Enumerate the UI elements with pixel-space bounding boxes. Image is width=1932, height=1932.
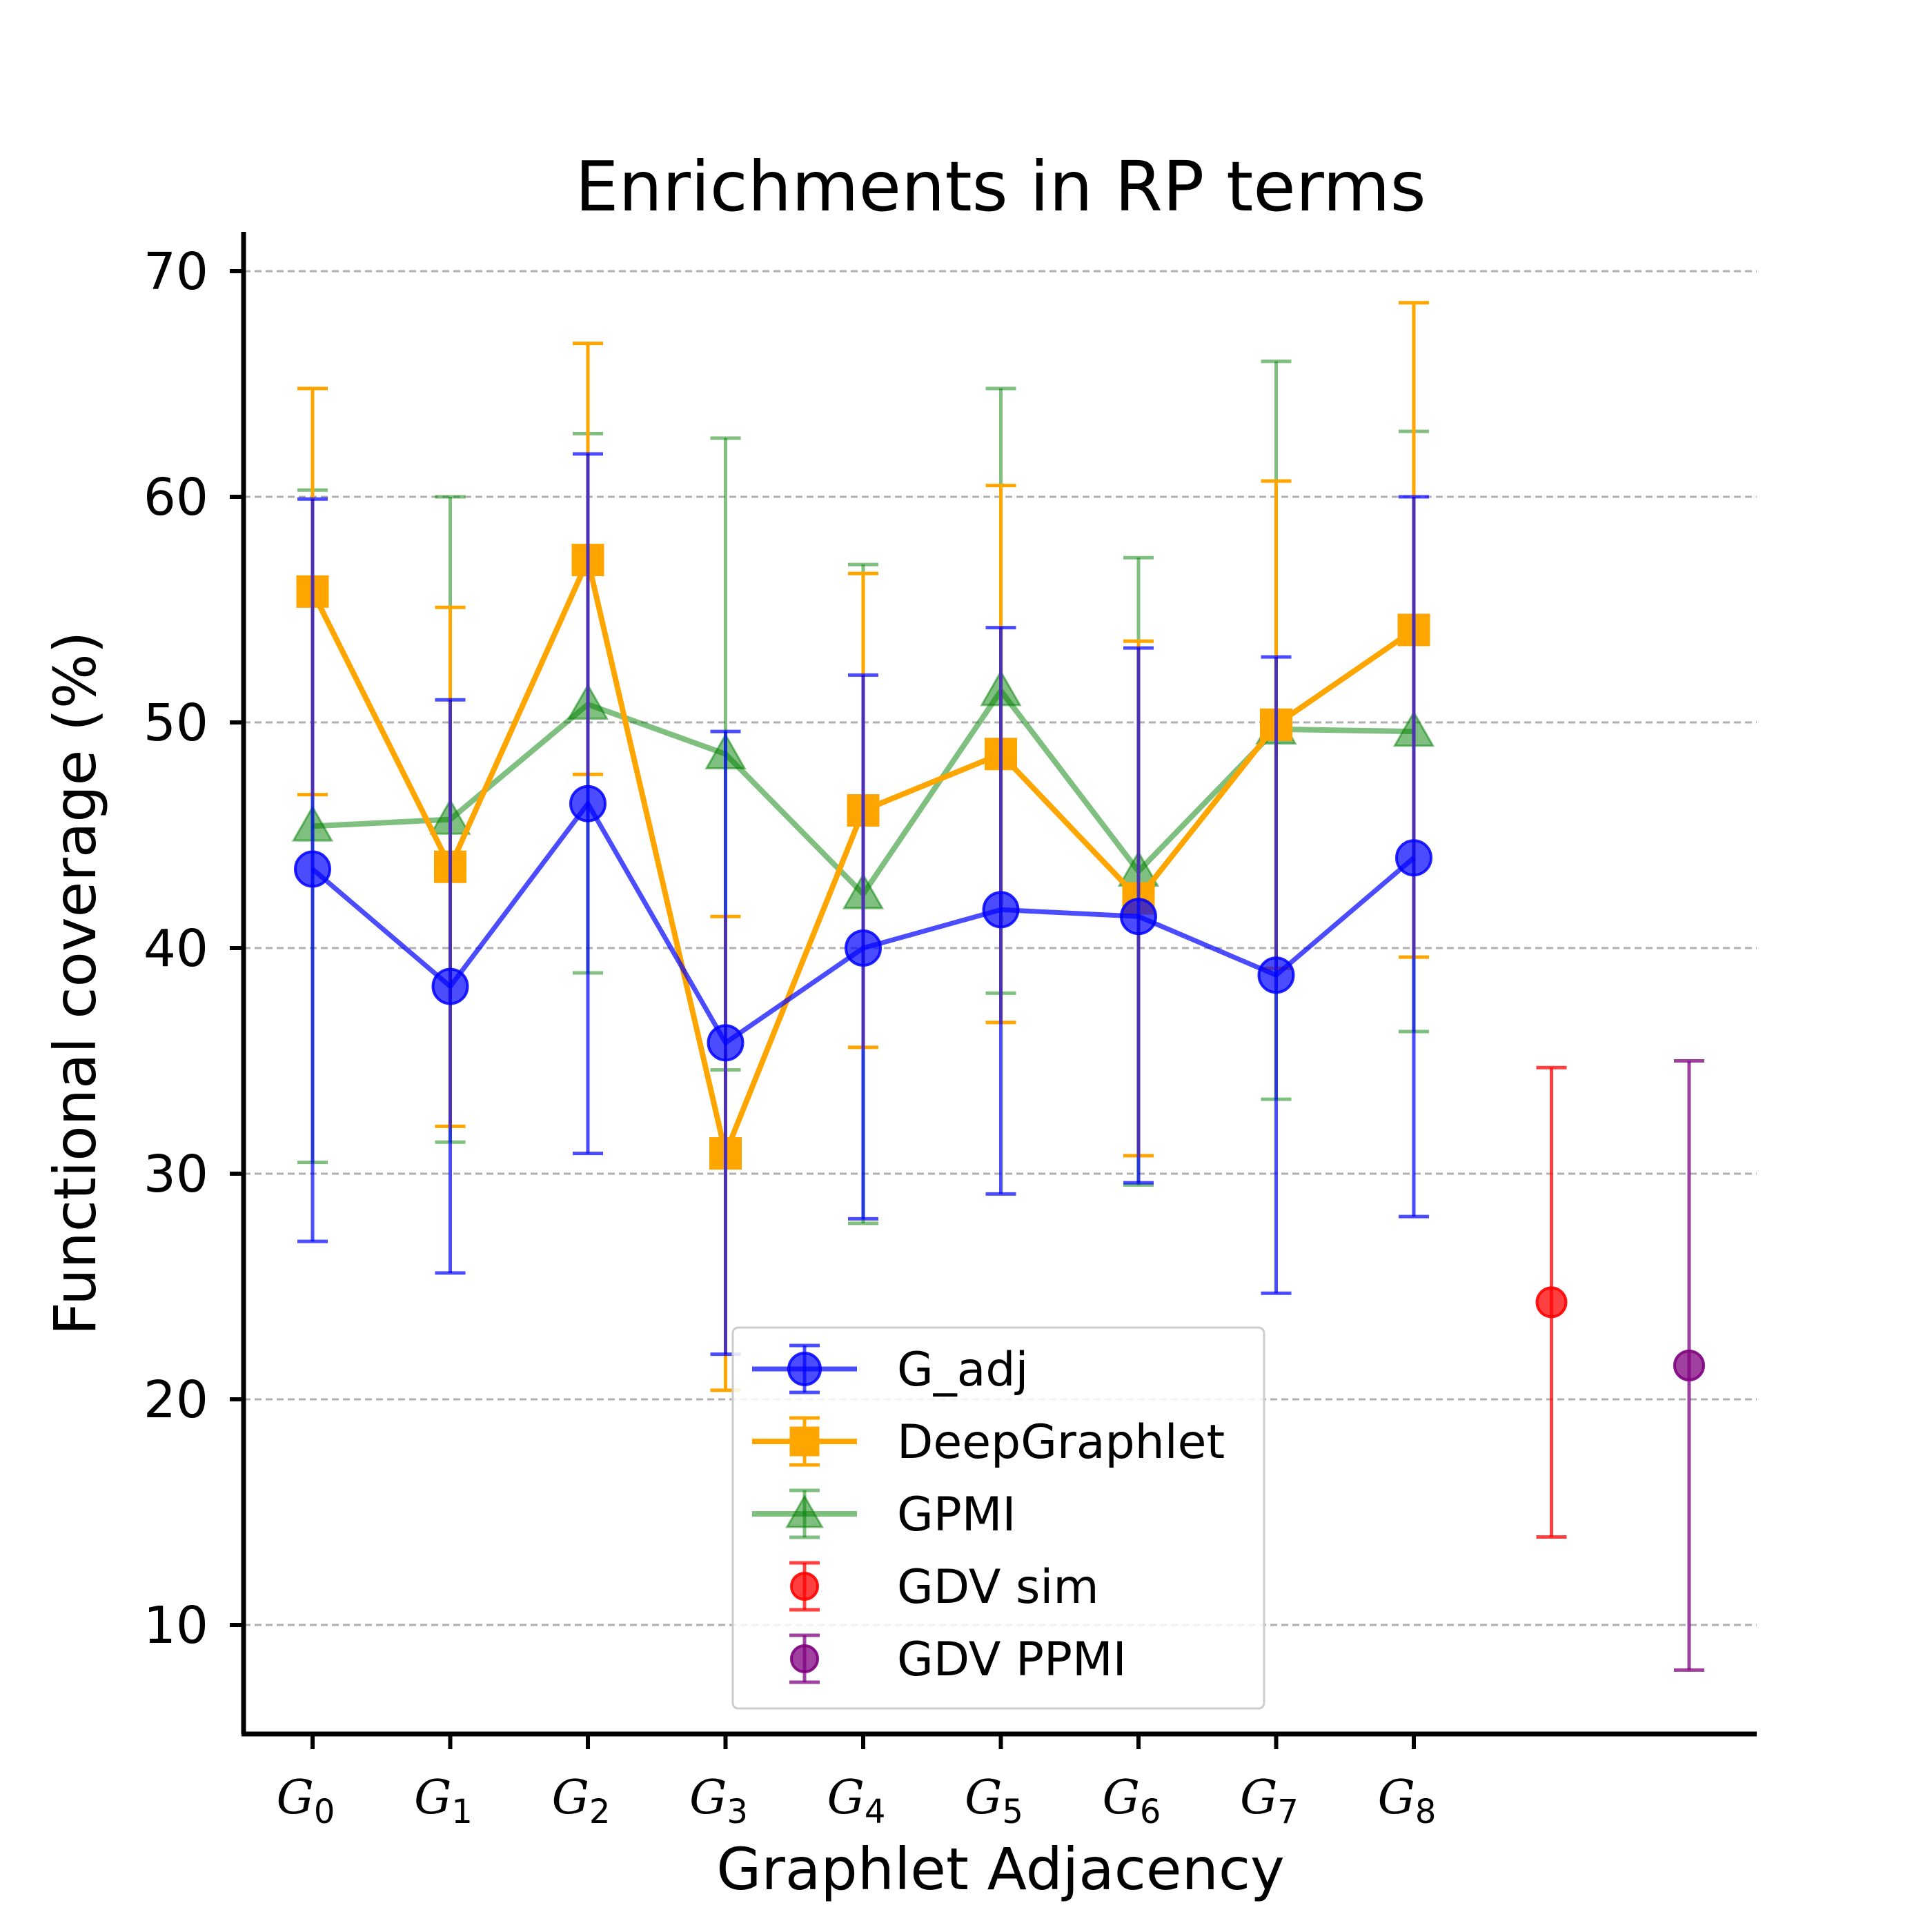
legend-label: GDV PPMI bbox=[897, 1633, 1127, 1687]
data-point bbox=[1257, 956, 1295, 994]
legend-label: G_adj bbox=[897, 1343, 1028, 1397]
data-point bbox=[1535, 1286, 1568, 1319]
legend-item: GDV sim bbox=[789, 1560, 1099, 1615]
y-tick-label: 30 bbox=[144, 1145, 208, 1204]
series-gdv-sim bbox=[1535, 1065, 1568, 1539]
data-point bbox=[982, 891, 1020, 929]
legend-marker bbox=[785, 1494, 824, 1528]
x-tick-label: G8 bbox=[1378, 1771, 1437, 1831]
data-point bbox=[1120, 898, 1157, 936]
legend-marker bbox=[789, 1426, 820, 1457]
x-tick-label: G2 bbox=[552, 1771, 611, 1831]
legend-label: GDV sim bbox=[897, 1560, 1099, 1615]
data-point bbox=[294, 850, 331, 888]
legend-label: GPMI bbox=[897, 1488, 1016, 1542]
legend-marker bbox=[787, 1352, 822, 1386]
x-tick-label: G3 bbox=[689, 1771, 748, 1831]
series-g-adj bbox=[294, 452, 1432, 1357]
y-tick-label: 70 bbox=[144, 242, 208, 302]
data-point bbox=[569, 785, 607, 822]
legend-item: DeepGraphlet bbox=[752, 1415, 1225, 1470]
x-tick-label: G0 bbox=[277, 1771, 335, 1831]
x-tick-label: G6 bbox=[1103, 1771, 1161, 1831]
data-point bbox=[1395, 839, 1432, 877]
x-tick-label: G5 bbox=[965, 1771, 1023, 1831]
y-tick-label: 40 bbox=[144, 919, 208, 978]
legend-item: G_adj bbox=[752, 1343, 1028, 1397]
y-tick-label: 10 bbox=[144, 1596, 208, 1655]
y-tick-label: 50 bbox=[144, 693, 208, 753]
legend-item: GPMI bbox=[752, 1488, 1016, 1542]
y-tick-label: 20 bbox=[144, 1370, 208, 1430]
legend-frame bbox=[731, 1326, 1265, 1710]
legend: G_adj DeepGraphlet GPMI GDV sim GDV PPMI bbox=[731, 1326, 1265, 1710]
legend-label: DeepGraphlet bbox=[897, 1415, 1225, 1470]
chart-title: Enrichments in RP terms bbox=[575, 146, 1426, 227]
x-tick-label: G7 bbox=[1240, 1771, 1299, 1831]
series-layer bbox=[291, 301, 1705, 1672]
x-tick-label: G4 bbox=[827, 1771, 886, 1831]
y-ticks: 10 20 30 40 50 60 70 bbox=[144, 242, 244, 1655]
legend-marker bbox=[790, 1644, 819, 1673]
series-gdv-ppmi bbox=[1673, 1059, 1705, 1672]
x-tick-label: G1 bbox=[414, 1771, 473, 1831]
y-axis-label: Functional coverage (%) bbox=[41, 631, 109, 1336]
data-point bbox=[1673, 1349, 1705, 1381]
data-point bbox=[707, 1024, 745, 1062]
x-ticks: G0 G1 G2 G3 G4 G5 G6 G7 G8 bbox=[277, 1734, 1437, 1831]
data-point bbox=[845, 929, 882, 967]
legend-marker bbox=[790, 1572, 819, 1601]
legend-item: GDV PPMI bbox=[789, 1633, 1127, 1687]
x-axis-label: Graphlet Adjacency bbox=[716, 1835, 1284, 1903]
y-tick-label: 60 bbox=[144, 468, 208, 527]
data-point bbox=[431, 967, 469, 1005]
